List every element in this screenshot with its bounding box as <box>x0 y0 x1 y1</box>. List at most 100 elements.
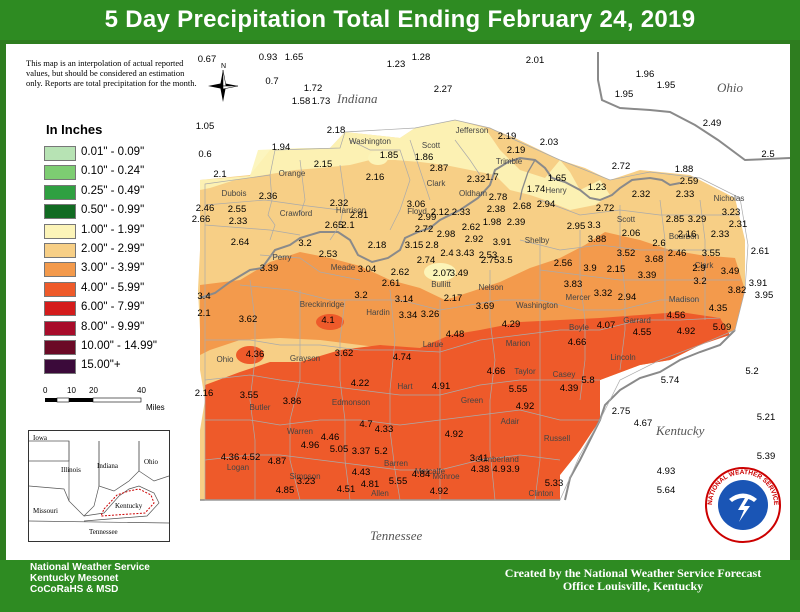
precip-value: 3.95 <box>755 290 774 301</box>
precip-value: 3.52 <box>617 248 636 259</box>
precip-value: 1.94 <box>272 142 291 153</box>
precip-value: 3.62 <box>335 348 354 359</box>
scale-tick-10: 10 <box>67 386 76 395</box>
precip-value: 2.78 <box>489 192 508 203</box>
legend-label: 0.25" - 0.49" <box>81 184 145 197</box>
legend-swatch <box>44 301 76 317</box>
precip-value: 2.06 <box>622 228 641 239</box>
precip-value: 2.94 <box>537 199 556 210</box>
precip-value: 3.41 <box>470 453 489 464</box>
precip-value: 4.43 <box>352 467 371 478</box>
inset-map: Iowa Illinois Indiana Ohio Missouri Kent… <box>28 430 170 542</box>
precip-value: 2.17 <box>444 293 463 304</box>
pocket-henry <box>548 179 566 193</box>
precip-value: 2.4 <box>440 248 453 259</box>
precip-value: 3.9 <box>506 464 519 475</box>
precip-value: 2.75 <box>481 255 500 266</box>
county-label: Green <box>461 396 483 405</box>
legend-label: 0.50" - 0.99" <box>81 204 145 217</box>
credit-nws: National Weather Service <box>30 562 150 573</box>
precip-value: 2.55 <box>228 204 247 215</box>
precip-value: 1.65 <box>548 173 567 184</box>
precip-value: 2.6 <box>652 238 665 249</box>
precip-value: 3.39 <box>260 263 279 274</box>
county-label: Warren <box>287 427 313 436</box>
precip-value: 1.74 <box>527 184 546 195</box>
pocket-hardin <box>350 299 370 311</box>
precip-value: 3.69 <box>476 301 495 312</box>
precip-value: 0.7 <box>265 76 278 87</box>
county-label: Larue <box>423 340 444 349</box>
county-label: Monroe <box>432 472 460 481</box>
precip-value: 5.21 <box>757 412 776 423</box>
precip-value: 2.19 <box>507 145 526 156</box>
county-label: Breckinridge <box>300 300 345 309</box>
inset-tennessee: Tennessee <box>89 528 118 536</box>
legend-label: 3.00" - 3.99" <box>81 262 145 275</box>
pocket-meade <box>316 314 344 330</box>
county-label: Casey <box>553 370 576 379</box>
precip-value: 4.92 <box>677 326 696 337</box>
precip-value: 2.59 <box>680 176 699 187</box>
legend-label: 4.00" - 5.99" <box>81 281 145 294</box>
county-labels: Washington Scott Jefferson Orange Clark Trimb… <box>217 126 745 498</box>
county-label: Washington <box>516 301 558 310</box>
precip-value: 2.72 <box>596 203 615 214</box>
legend-title: In Inches <box>46 122 103 137</box>
precip-value: 4.39 <box>560 383 579 394</box>
precip-value: 3.37 <box>352 446 371 457</box>
scale-tick-20: 20 <box>89 386 98 395</box>
county-label: Trimble <box>496 157 523 166</box>
precip-value: 4.38 <box>471 464 490 475</box>
precip-value: 2.9 <box>692 263 705 274</box>
county-label: Logan <box>227 463 249 472</box>
county-label: Ohio <box>217 355 234 364</box>
credits-bar: National Weather Service Kentucky Mesone… <box>0 560 800 612</box>
precip-value: 3.49 <box>450 268 469 279</box>
precip-value: 1.95 <box>615 89 634 100</box>
pocket-ohio <box>236 346 264 364</box>
precip-value: 5.39 <box>757 451 776 462</box>
precip-value: 1.72 <box>304 83 323 94</box>
precip-value: 2.16 <box>678 229 697 240</box>
precip-value: 3.91 <box>749 278 768 289</box>
precip-value: 4.91 <box>432 381 451 392</box>
precip-value: 2.64 <box>231 237 250 248</box>
precip-value: 2.18 <box>327 125 346 136</box>
precip-value: 3.06 <box>407 199 426 210</box>
legend-label: 8.00" - 9.99" <box>81 320 145 333</box>
county-label: Butler <box>250 403 271 412</box>
precip-value: 1.95 <box>657 80 676 91</box>
credit-cocorahs: CoCoRaHS & MSD <box>30 584 119 595</box>
county-label: Shelby <box>525 236 549 245</box>
precip-value: 3.23 <box>722 207 741 218</box>
precip-value: 1.23 <box>588 182 607 193</box>
precip-value: 4.07 <box>597 320 616 331</box>
precip-value: 0.67 <box>198 54 217 65</box>
precip-value: 3.55 <box>240 390 259 401</box>
precip-value: 2.1 <box>213 169 226 180</box>
precip-value: 4.87 <box>268 456 287 467</box>
precip-value: 2.98 <box>437 229 456 240</box>
legend-label: 10.00" - 14.99" <box>81 340 157 352</box>
precip-value: 2.01 <box>526 55 545 66</box>
zone-1-2 <box>200 120 610 210</box>
legend-label: 1.00" - 1.99" <box>81 223 145 236</box>
precip-value: 3.5 <box>499 255 512 266</box>
precip-value: 4.92 <box>430 486 449 497</box>
county-label: Russell <box>544 434 570 443</box>
precip-value: 3.88 <box>588 234 607 245</box>
precip-value: 2.75 <box>612 406 631 417</box>
legend-swatch <box>44 262 76 278</box>
county-lines <box>204 119 749 501</box>
legend-label: 2.00" - 2.99" <box>81 243 145 255</box>
county-label: Barren <box>384 459 408 468</box>
legend-swatch <box>44 340 76 355</box>
county-label: Scott <box>617 215 636 224</box>
precip-value: 2.49 <box>703 118 722 129</box>
precip-value: 4.9 <box>492 464 505 475</box>
legend-swatch <box>44 359 76 375</box>
precip-value: 5.55 <box>509 384 528 395</box>
precip-value: 5.55 <box>389 476 408 487</box>
precip-value: 1.98 <box>483 217 502 228</box>
